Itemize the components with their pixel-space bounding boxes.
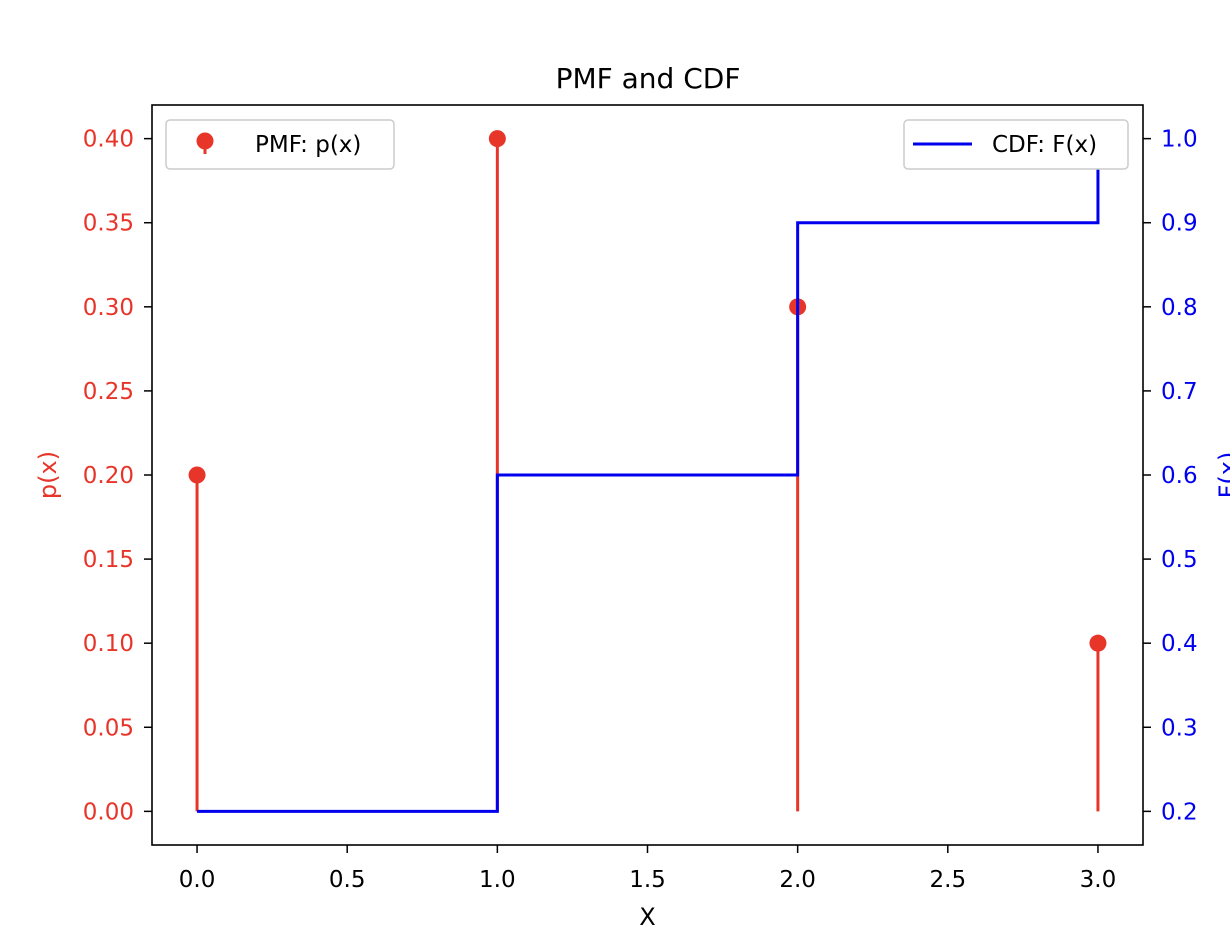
right-y-tick-label: 0.2 [1161,799,1198,825]
cdf-line [197,138,1100,813]
x-tick-label: 2.0 [779,867,816,893]
pmf-stems [188,130,1107,812]
left-y-tick-label: 0.10 [83,631,134,657]
legend-cdf: CDF: F(x) [903,119,1129,170]
legend-cdf-box [903,119,1129,170]
right-y-axis-label: F(x) [1214,452,1230,499]
left-y-tick-label: 0.25 [83,379,134,405]
left-y-axis-label: p(x) [34,451,62,499]
x-axis-label: X [639,903,655,931]
right-y-tick-label: 0.8 [1161,295,1198,321]
right-y-tick-label: 1.0 [1161,127,1198,153]
left-y-tick-label: 0.00 [83,799,134,825]
left-y-tick-label: 0.30 [83,295,134,321]
legend-cdf-label: CDF: F(x) [992,132,1097,158]
legend-pmf-box [165,119,395,170]
right-y-tick-label: 0.7 [1161,379,1198,405]
cdf-step-line [197,138,1100,813]
right-y-tick-label: 0.9 [1161,211,1198,237]
pmf-point [488,130,506,148]
x-tick-label: 0.5 [329,867,366,893]
left-y-tick-label: 0.05 [83,715,134,741]
x-axis-ticks: 0.0 0.5 1.0 1.5 2.0 2.5 3.0 [179,845,1116,893]
pmf-point [1089,634,1107,652]
legend-pmf: PMF: p(x) [165,119,395,170]
right-y-tick-label: 0.3 [1161,715,1198,741]
legend-pmf-label: PMF: p(x) [255,132,361,158]
left-y-tick-label: 0.15 [83,547,134,573]
left-y-tick-label: 0.40 [83,127,134,153]
pmf-point [188,466,206,484]
x-tick-label: 1.0 [479,867,516,893]
right-y-tick-label: 0.6 [1161,463,1198,489]
x-tick-label: 2.5 [930,867,967,893]
right-y-tick-label: 0.4 [1161,631,1198,657]
left-y-tick-label: 0.35 [83,211,134,237]
right-y-axis-ticks: 0.2 0.3 0.4 0.5 0.6 0.7 0.8 0.9 1.0 [1143,127,1198,825]
legend-pmf-dot-marker [196,132,214,150]
left-y-tick-label: 0.20 [83,463,134,489]
x-tick-label: 3.0 [1080,867,1117,893]
x-tick-label: 1.5 [629,867,666,893]
chart-title: PMF and CDF [556,62,741,95]
x-tick-label: 0.0 [179,867,216,893]
left-y-axis-ticks: 0.00 0.05 0.10 0.15 0.20 0.25 0.30 0.35 0.40 [83,127,152,825]
right-y-tick-label: 0.5 [1161,547,1198,573]
